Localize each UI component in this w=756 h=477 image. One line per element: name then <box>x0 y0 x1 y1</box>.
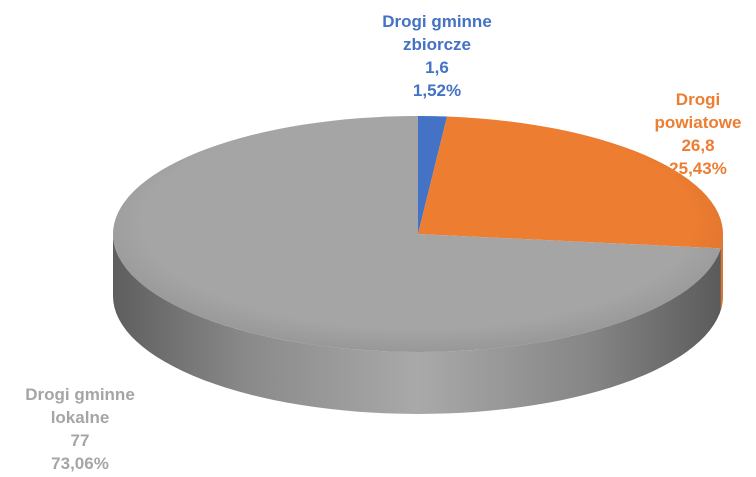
label-line: Drogi gminne <box>382 12 492 31</box>
pie-side-slice-2 <box>720 234 723 311</box>
label-percent: 73,06% <box>51 454 109 473</box>
pie-top-shading <box>113 116 723 352</box>
label-value: 26,8 <box>681 136 715 155</box>
label-line: zbiorcze <box>402 35 472 54</box>
label-line: Drogi <box>675 90 721 109</box>
label-line: lokalne <box>50 408 110 427</box>
data-label-powiatowe: Drogi powiatowe 26,8 25,43% <box>640 88 756 180</box>
label-line: Drogi gminne <box>25 385 135 404</box>
data-label-gminne-lokalne: Drogi gminne lokalne 77 73,06% <box>0 383 160 475</box>
label-percent: 1,52% <box>412 81 462 100</box>
label-value: 1,6 <box>425 58 449 77</box>
data-label-gminne-zbiorcze: Drogi gminne zbiorcze 1,6 1,52% <box>362 10 512 102</box>
label-value: 77 <box>70 431 90 450</box>
pie-side-wall <box>113 234 723 414</box>
label-line: powiatowe <box>654 113 742 132</box>
label-percent: 25,43% <box>669 159 727 178</box>
